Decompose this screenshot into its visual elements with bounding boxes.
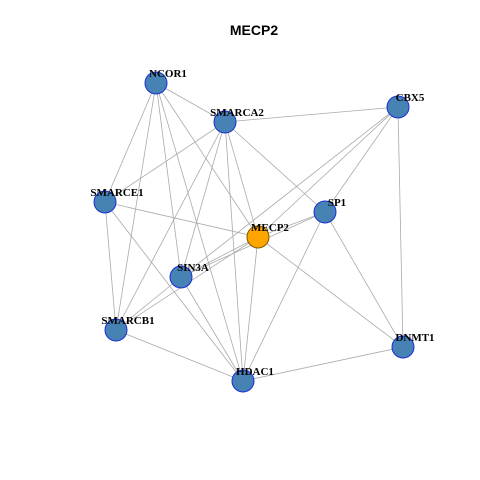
edge — [155, 82, 226, 123]
edge — [224, 121, 244, 382]
node-label: SIN3A — [177, 262, 209, 274]
node — [391, 335, 415, 359]
edge — [324, 211, 404, 348]
node — [246, 225, 270, 249]
node — [144, 71, 168, 95]
edge — [224, 121, 326, 213]
nodes: NCOR1 SMARCA2 CBX5 SMARCE1 SP1 MECP2 SIN3A SMAR… — [90, 68, 435, 393]
edge — [115, 329, 244, 382]
node-label: SMARCE1 — [90, 187, 143, 199]
node-label: SMARCA2 — [210, 107, 264, 119]
edges — [104, 82, 404, 382]
edge — [242, 236, 259, 382]
edge — [257, 236, 404, 348]
edge — [180, 276, 244, 382]
title: MECP2 — [230, 22, 278, 38]
edge — [257, 211, 326, 238]
node — [104, 318, 128, 342]
edge — [104, 201, 244, 382]
node — [213, 110, 237, 134]
edge — [180, 236, 259, 278]
node — [313, 200, 337, 224]
node-label: MECP2 — [251, 222, 289, 234]
node-label: CBX5 — [396, 92, 425, 104]
edge — [155, 82, 259, 238]
edge — [180, 106, 399, 278]
edge — [155, 82, 244, 382]
edge — [224, 121, 259, 238]
edge — [324, 106, 399, 213]
node-label: SP1 — [328, 197, 346, 209]
edge — [104, 201, 259, 238]
edge — [155, 82, 182, 278]
edge — [104, 201, 117, 331]
edge — [242, 346, 404, 382]
node — [386, 95, 410, 119]
node — [93, 190, 117, 214]
node — [169, 265, 193, 289]
edge — [242, 211, 326, 382]
node-label: HDAC1 — [236, 366, 274, 378]
node — [231, 369, 255, 393]
edge — [257, 106, 399, 238]
edge — [115, 82, 157, 331]
edge — [115, 121, 226, 331]
edge — [180, 121, 226, 278]
edge — [397, 106, 404, 348]
edge — [115, 276, 182, 331]
node-label: DNMT1 — [395, 332, 434, 344]
node-label: NCOR1 — [149, 68, 187, 80]
node-label: SMARCB1 — [101, 315, 154, 327]
edge — [224, 106, 399, 123]
edge — [104, 82, 157, 203]
edge — [104, 121, 226, 203]
